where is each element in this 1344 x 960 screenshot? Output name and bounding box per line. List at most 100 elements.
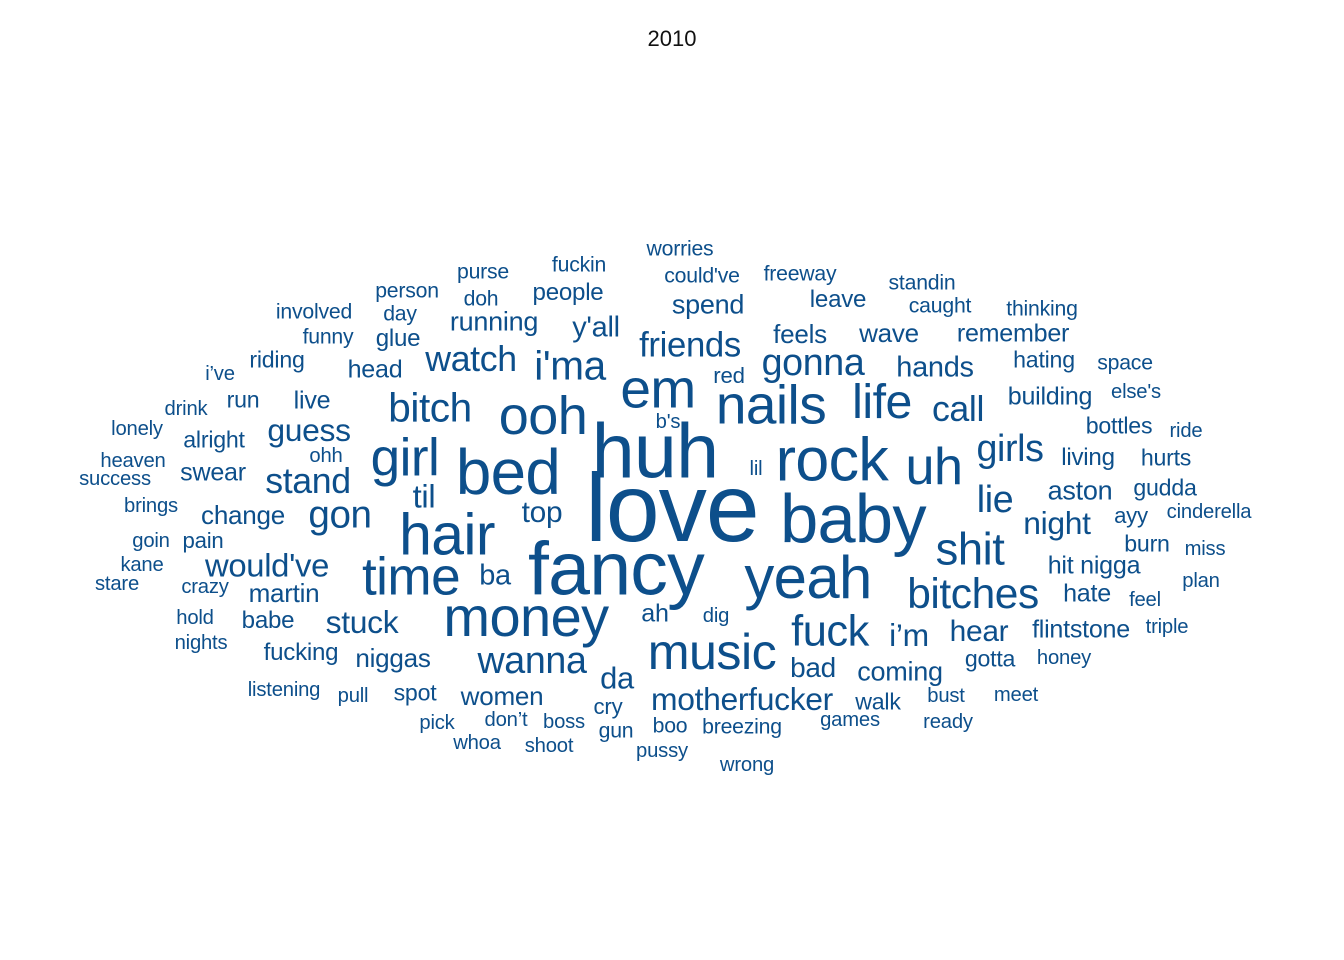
word-114: pussy xyxy=(636,739,688,762)
word-46: aston xyxy=(1047,475,1113,506)
word-39: top xyxy=(521,496,563,530)
word-3: baby xyxy=(780,480,926,558)
word-126: stare xyxy=(94,572,140,595)
word-47: spend xyxy=(671,289,745,320)
word-15: music xyxy=(647,623,777,680)
word-41: hands xyxy=(896,351,974,384)
word-68: fucking xyxy=(263,638,339,666)
word-93: involved xyxy=(275,300,353,324)
word-122: listening xyxy=(247,678,321,701)
word-117: don’t xyxy=(484,708,528,731)
word-88: fuckin xyxy=(551,253,607,277)
word-7: yeah xyxy=(744,544,872,612)
word-86: could've xyxy=(664,264,740,288)
word-124: hold xyxy=(176,606,214,629)
word-80: run xyxy=(226,386,260,413)
word-9: nails xyxy=(715,373,827,436)
word-106: honey xyxy=(1036,646,1092,669)
word-98: space xyxy=(1097,351,1153,375)
word-50: wave xyxy=(859,317,919,348)
word-135: ohh xyxy=(309,444,343,467)
word-116: boss xyxy=(543,710,585,733)
word-100: ride xyxy=(1169,419,1203,442)
word-51: women xyxy=(460,680,544,711)
word-12: time xyxy=(361,547,461,607)
word-87: worries xyxy=(646,237,714,261)
word-24: wanna xyxy=(477,639,587,682)
word-127: kane xyxy=(120,553,164,576)
word-63: live xyxy=(293,386,331,415)
word-57: hit nigga xyxy=(1047,551,1141,580)
word-40: hear xyxy=(949,615,1009,649)
word-82: cry xyxy=(593,693,623,719)
word-97: thinking xyxy=(1006,297,1078,321)
word-20: bitch xyxy=(388,384,472,431)
word-8: money xyxy=(443,585,609,649)
word-2: huh xyxy=(591,408,719,495)
word-4: bed xyxy=(455,437,561,509)
word-119: whoa xyxy=(453,731,501,754)
word-70: bottles xyxy=(1085,412,1153,439)
word-136: b's xyxy=(655,410,681,433)
word-120: pick xyxy=(419,711,455,734)
word-37: i’m xyxy=(889,617,929,654)
word-69: living xyxy=(1061,443,1115,471)
word-53: martin xyxy=(248,577,320,608)
word-81: ayy xyxy=(1114,502,1148,528)
word-19: bitches xyxy=(907,569,1039,617)
word-44: bad xyxy=(790,652,836,684)
word-128: goin xyxy=(132,529,170,552)
word-16: life xyxy=(852,374,912,429)
word-31: would've xyxy=(205,546,329,584)
word-130: success xyxy=(79,467,151,490)
word-77: burn xyxy=(1124,530,1170,557)
word-43: y'all xyxy=(572,311,620,344)
word-45: coming xyxy=(857,656,943,687)
word-0: love xyxy=(585,454,759,562)
word-14: uh xyxy=(905,437,963,496)
word-138: dig xyxy=(702,604,730,627)
word-48: running xyxy=(449,306,539,337)
word-30: friends xyxy=(639,326,741,365)
word-131: heaven xyxy=(100,449,166,472)
word-35: night xyxy=(1023,505,1091,542)
word-5: rock xyxy=(775,425,889,494)
word-134: i’ve xyxy=(205,362,235,385)
word-59: flintstone xyxy=(1032,615,1130,644)
word-123: nights xyxy=(174,631,228,654)
word-110: games xyxy=(820,708,880,731)
word-18: fuck xyxy=(791,607,869,656)
word-108: bust xyxy=(927,684,965,707)
word-109: ready xyxy=(923,710,973,733)
word-32: til xyxy=(412,477,436,515)
word-129: brings xyxy=(124,494,178,517)
word-56: swear xyxy=(180,458,246,487)
word-65: leave xyxy=(809,285,867,313)
word-1: fancy xyxy=(527,526,705,611)
word-103: plan xyxy=(1182,569,1220,592)
word-112: boo xyxy=(652,714,688,738)
word-67: babe xyxy=(241,606,295,634)
word-54: change xyxy=(201,499,285,530)
word-83: red xyxy=(713,362,745,388)
word-34: motherfucker xyxy=(651,681,833,718)
word-133: drink xyxy=(164,397,208,420)
word-27: stand xyxy=(265,461,351,502)
word-105: triple xyxy=(1145,615,1189,638)
word-118: shoot xyxy=(524,734,574,757)
word-132: lonely xyxy=(111,417,163,440)
word-99: else's xyxy=(1111,380,1161,403)
word-33: guess xyxy=(267,412,351,449)
word-6: hair xyxy=(399,502,495,568)
word-55: building xyxy=(1007,382,1093,411)
word-26: girls xyxy=(976,427,1044,470)
word-49: feels xyxy=(773,318,827,349)
word-64: people xyxy=(532,278,604,306)
word-137: lil xyxy=(749,457,763,480)
word-73: walk xyxy=(855,688,901,715)
word-115: gun xyxy=(598,719,634,743)
word-90: doh xyxy=(463,287,499,311)
word-75: hurts xyxy=(1140,444,1192,471)
